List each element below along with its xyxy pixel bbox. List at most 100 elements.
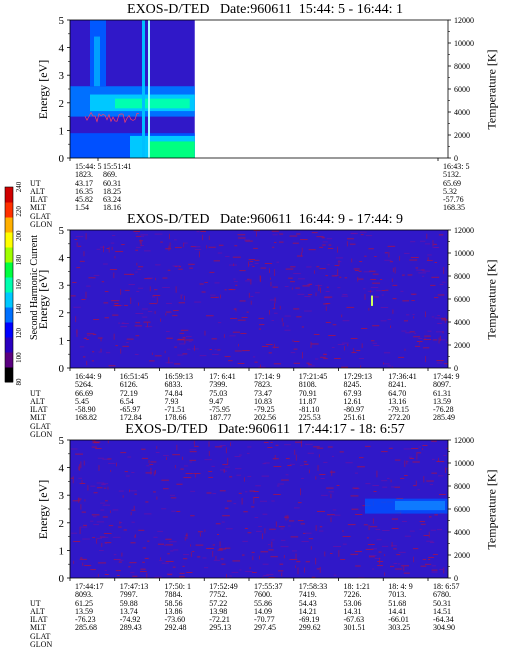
noise-streak: [92, 537, 96, 539]
ephemeris-value: 17:55:37: [254, 582, 283, 591]
noise-streak: [241, 316, 248, 318]
noise-streak: [347, 524, 356, 526]
noise-streak: [129, 490, 138, 492]
noise-streak: [252, 572, 257, 573]
noise-streak: [157, 530, 163, 532]
noise-streak: [228, 360, 233, 362]
noise-streak: [147, 311, 153, 312]
noise-streak: [193, 473, 201, 474]
noise-streak: [381, 290, 386, 291]
noise-streak: [221, 563, 226, 565]
noise-streak: [436, 529, 442, 531]
noise-streak: [217, 252, 223, 254]
noise-streak: [132, 575, 138, 577]
ephemeris-value: 285.49: [433, 413, 455, 423]
noise-streak: [394, 486, 401, 488]
ephemeris-value: 17:47:13: [119, 582, 149, 591]
noise-streak: [370, 340, 375, 342]
noise-streak: [130, 297, 132, 304]
ephemeris-value: -73.60: [164, 615, 186, 625]
noise-streak: [319, 566, 321, 573]
noise-streak: [160, 557, 162, 560]
noise-streak: [135, 271, 138, 273]
noise-streak: [437, 475, 444, 477]
noise-streak: [122, 495, 124, 498]
noise-streak: [402, 274, 405, 276]
noise-streak: [169, 233, 170, 240]
noise-streak: [390, 325, 391, 329]
noise-streak: [273, 343, 275, 349]
ephemeris-value: 14.09: [254, 606, 272, 616]
noise-streak: [157, 543, 165, 545]
noise-streak: [190, 246, 197, 248]
noise-streak: [130, 542, 136, 544]
noise-streak: [86, 360, 88, 366]
noise-streak: [364, 294, 366, 300]
noise-streak: [416, 452, 422, 454]
noise-streak: [161, 508, 167, 510]
noise-streak: [416, 453, 418, 460]
ephemeris-value: 17:52:49: [209, 582, 238, 591]
ephemeris-value: 51.68: [388, 598, 407, 608]
noise-streak: [232, 331, 240, 333]
noise-streak: [167, 574, 173, 576]
noise-streak: [317, 465, 319, 471]
ephemeris-value: 18: 1:21: [343, 582, 370, 591]
ephemeris-value: 53.06: [343, 598, 362, 608]
noise-streak: [387, 365, 392, 367]
noise-streak: [422, 347, 430, 349]
noise-streak: [123, 529, 127, 531]
noise-streak: [292, 339, 294, 342]
noise-streak: [199, 251, 201, 258]
ephemeris-value: 292.48: [164, 623, 187, 633]
noise-streak: [420, 565, 427, 567]
noise-streak: [237, 363, 245, 364]
noise-streak: [400, 290, 404, 292]
noise-streak: [354, 269, 359, 271]
figure: 80 100 120 140 160 180 200 220 240 0 1 2 3 4 5 0 2000 400…: [4, 2, 499, 649]
colorbar-segment: [5, 277, 13, 293]
noise-streak: [283, 555, 285, 559]
noise-streak: [205, 315, 214, 317]
colorbar-tick-label: 160: [15, 279, 23, 290]
noise-streak: [215, 296, 219, 298]
noise-streak: [121, 244, 125, 246]
noise-streak: [268, 352, 272, 354]
noise-streak: [114, 303, 119, 305]
temperature-tick-label: 2000: [454, 341, 470, 350]
ephemeris-value: 12.61: [343, 396, 362, 406]
noise-streak: [414, 345, 421, 347]
noise-streak: [121, 323, 129, 324]
noise-streak: [162, 287, 170, 289]
energy-tick-label: 0: [59, 363, 65, 375]
noise-streak: [233, 308, 236, 310]
noise-streak: [426, 259, 433, 261]
noise-streak: [329, 471, 336, 473]
noise-streak: [98, 465, 100, 471]
noise-streak: [331, 455, 335, 457]
colorbar-segment: [5, 247, 13, 263]
noise-streak: [341, 314, 343, 318]
noise-streak: [240, 332, 247, 334]
ephemeris-value: -71.51: [164, 405, 186, 415]
temperature-trace: [84, 111, 140, 124]
noise-streak: [403, 448, 411, 450]
noise-streak: [374, 296, 379, 298]
noise-streak: [170, 497, 177, 499]
ephemeris-value: 299.62: [298, 623, 321, 633]
noise-streak: [401, 565, 410, 567]
noise-streak: [150, 467, 152, 475]
noise-streak: [299, 464, 304, 466]
noise-streak: [208, 476, 213, 478]
noise-streak: [387, 318, 392, 320]
noise-streak: [208, 470, 213, 472]
noise-streak: [233, 503, 237, 505]
ephemeris-value: 6126.: [119, 380, 138, 390]
noise-streak: [446, 447, 448, 449]
noise-streak: [300, 488, 302, 496]
noise-streak: [102, 516, 108, 518]
noise-streak: [437, 315, 441, 317]
ephemeris-value: 7823.: [254, 380, 272, 390]
noise-streak: [136, 291, 140, 293]
noise-streak: [431, 569, 438, 571]
